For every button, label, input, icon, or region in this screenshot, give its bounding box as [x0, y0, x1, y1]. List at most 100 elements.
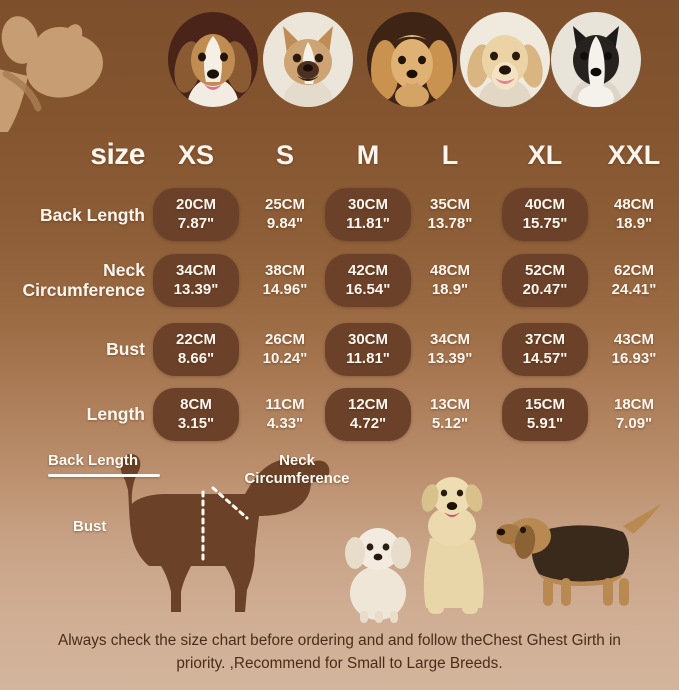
- cell-value-cm: 20CM: [175, 196, 216, 213]
- cell-value-inch: 13.39": [427, 350, 473, 368]
- row-label-line2: Circumference: [22, 279, 145, 300]
- column-header-m: M: [356, 140, 380, 170]
- cell-value-cm: 48CM: [429, 262, 470, 279]
- footer-note: Always check the size chart before order…: [0, 630, 679, 676]
- diagram-label-neck-line1: Neck: [279, 452, 315, 469]
- row-label-bust: Bust: [106, 339, 145, 359]
- cell-value-inch: 10.24": [262, 350, 308, 368]
- cell-value-cm: 34CM: [429, 331, 470, 348]
- row-label-line1: Neck: [103, 260, 145, 280]
- size-corner-label: size: [90, 138, 145, 171]
- cell-value-cm: 30CM: [347, 196, 388, 213]
- cell-neck-m: 42CM 16.54": [325, 254, 411, 308]
- cell-value-inch: 16.54": [345, 281, 391, 299]
- dog-head-silhouette-icon: [0, 16, 104, 132]
- cell-value-inch: 8.66": [177, 350, 215, 368]
- cell-value-inch: 5.91": [526, 415, 564, 433]
- cell-back-length-l: 35CM 13.78": [407, 188, 493, 241]
- cell-value-cm: 26CM: [264, 331, 305, 348]
- cell-value-inch: 20.47": [522, 281, 568, 299]
- cell-value-cm: 30CM: [347, 331, 388, 348]
- cell-value-inch: 14.57": [522, 350, 568, 368]
- golden-retriever-portrait: [460, 12, 550, 107]
- cell-back-length-xxl: 48CM 18.9": [591, 188, 677, 241]
- cell-value-cm: 8CM: [180, 396, 212, 413]
- small-white-poodle-photo: [345, 528, 411, 623]
- cell-value-inch: 18.9": [431, 281, 469, 299]
- cell-value-cm: 62CM: [613, 262, 654, 279]
- cell-length-l: 13CM 5.12": [407, 388, 493, 441]
- cell-value-cm: 37CM: [524, 331, 565, 348]
- cell-bust-l: 34CM 13.39": [407, 323, 493, 376]
- cell-value-cm: 18CM: [613, 396, 654, 413]
- footer-line1: Always check the size chart before order…: [58, 632, 523, 650]
- cell-value-cm: 35CM: [429, 196, 470, 213]
- column-header-xs: XS: [177, 140, 215, 170]
- column-header-xxl: XXL: [607, 140, 661, 170]
- yellow-labrador-photo: [421, 477, 484, 614]
- cell-value-inch: 14.96": [262, 281, 308, 299]
- cell-value-cm: 11CM: [265, 396, 305, 413]
- column-header-s: S: [275, 140, 295, 170]
- cell-value-cm: 38CM: [264, 262, 305, 279]
- cell-value-cm: 52CM: [524, 262, 565, 279]
- cell-neck-l: 48CM 18.9": [407, 254, 493, 307]
- row-label-neck-circumference: Neck Circumference: [0, 260, 145, 300]
- cell-length-xs: 8CM 3.15": [153, 388, 239, 442]
- cell-value-inch: 9.84": [266, 215, 304, 233]
- cocker-spaniel-portrait: [367, 12, 457, 107]
- cell-value-cm: 40CM: [524, 196, 565, 213]
- cell-value-cm: 48CM: [613, 196, 654, 213]
- cell-length-xl: 15CM 5.91": [502, 388, 588, 442]
- diagram-label-neck-line2: Circumference: [244, 470, 350, 487]
- cell-value-inch: 7.87": [177, 215, 215, 233]
- cell-bust-xl: 37CM 14.57": [502, 323, 588, 377]
- cell-value-cm: 15CM: [524, 396, 565, 413]
- cell-value-cm: 13CM: [429, 396, 470, 413]
- cell-value-inch: 11.81": [346, 215, 390, 233]
- cell-bust-s: 26CM 10.24": [242, 323, 328, 376]
- breed-portrait-strip: [0, 0, 679, 118]
- cell-value-cm: 34CM: [175, 262, 216, 279]
- cell-back-length-s: 25CM 9.84": [242, 188, 328, 241]
- dog-side-silhouette-icon: [120, 454, 330, 612]
- footer-line2: Ghest Girth in priority. ,Recommend for …: [176, 632, 621, 673]
- cell-value-inch: 7.09": [615, 415, 653, 433]
- cell-back-length-m: 30CM 11.81": [325, 188, 411, 242]
- cell-length-s: 11CM 4.33": [242, 388, 328, 441]
- cell-bust-xs: 22CM 8.66": [153, 323, 239, 377]
- border-collie-portrait: [551, 12, 641, 107]
- cell-back-length-xl: 40CM 15.75": [502, 188, 588, 242]
- column-header-l: L: [441, 140, 459, 170]
- diagram-label-bust: Bust: [73, 518, 107, 535]
- measurement-diagram: Back Length Neck Circumference Bust: [0, 440, 679, 630]
- cell-value-inch: 5.12": [431, 415, 469, 433]
- cell-value-inch: 3.15": [177, 415, 215, 433]
- cell-neck-xs: 34CM 13.39": [153, 254, 239, 308]
- diagram-label-back-length: Back Length: [48, 452, 139, 469]
- cell-neck-xl: 52CM 20.47": [502, 254, 588, 308]
- cell-value-inch: 13.78": [427, 215, 473, 233]
- cell-bust-xxl: 43CM 16.93": [591, 323, 677, 376]
- cell-value-cm: 25CM: [264, 196, 305, 213]
- cell-value-inch: 15.75": [522, 215, 568, 233]
- row-label-back-length: Back Length: [39, 205, 145, 225]
- cell-length-xxl: 18CM 7.09": [591, 388, 677, 441]
- tan-black-hound-photo: [496, 504, 661, 606]
- cell-value-cm: 22CM: [175, 331, 216, 348]
- cell-neck-s: 38CM 14.96": [242, 254, 328, 307]
- column-header-xl: XL: [527, 140, 563, 170]
- cell-value-inch: 4.72": [349, 415, 387, 433]
- cell-value-inch: 24.41": [611, 281, 657, 299]
- cell-value-cm: 42CM: [347, 262, 388, 279]
- cell-value-cm: 12CM: [347, 396, 388, 413]
- cell-value-inch: 11.81": [346, 350, 390, 368]
- cell-back-length-xs: 20CM 7.87": [153, 188, 239, 242]
- row-label-length: Length: [86, 404, 145, 424]
- back-length-underline: [48, 474, 160, 477]
- cell-value-inch: 16.93": [611, 350, 657, 368]
- beagle-portrait: [168, 12, 258, 107]
- cell-value-inch: 18.9": [615, 215, 653, 233]
- cell-value-cm: 43CM: [613, 331, 654, 348]
